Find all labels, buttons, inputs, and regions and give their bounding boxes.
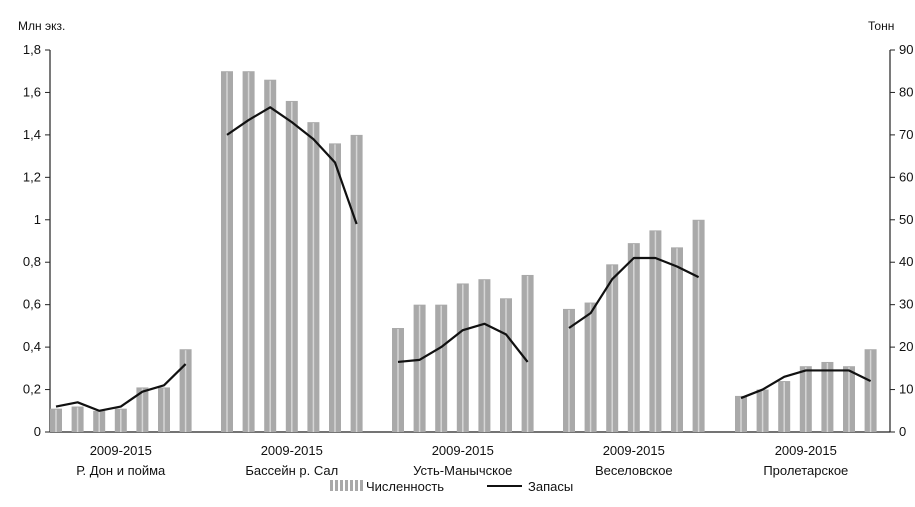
stock-line — [568, 256, 700, 329]
legend-swatch-stripe — [350, 480, 353, 491]
group-name-label: Бассейн р. Сал — [245, 463, 338, 478]
left-tick-label: 1,4 — [23, 127, 41, 142]
group-years-label: 2009-2015 — [261, 443, 323, 458]
legend-bar-swatch — [330, 480, 363, 491]
legend-swatch-stripe — [360, 480, 363, 491]
left-axis-unit: Млн экз. — [18, 19, 65, 33]
stock-line — [397, 322, 529, 364]
group-name-label: Пролетарское — [763, 463, 848, 478]
stock-lines — [55, 106, 872, 412]
left-tick-label: 0 — [34, 424, 41, 439]
right-axis-unit: Тонн — [868, 19, 894, 33]
legend-line-label: Запасы — [528, 479, 573, 494]
stock-line — [226, 106, 358, 225]
group-name-label: Р. Дон и пойма — [76, 463, 166, 478]
group-name-label: Усть-Манычское — [413, 463, 512, 478]
legend-swatch-stripe — [345, 480, 348, 491]
right-tick-label: 50 — [899, 212, 913, 227]
left-tick-label: 0,4 — [23, 339, 41, 354]
legend-swatch-stripe — [355, 480, 358, 491]
right-tick-label: 60 — [899, 169, 913, 184]
right-tick-label: 10 — [899, 382, 913, 397]
group-years-label: 2009-2015 — [90, 443, 152, 458]
legend-item-line: Запасы — [487, 479, 573, 494]
left-tick-label: 1,8 — [23, 42, 41, 57]
left-tick-label: 0,6 — [23, 297, 41, 312]
legend-swatch-stripe — [335, 480, 338, 491]
right-tick-label: 0 — [899, 424, 906, 439]
group-years-label: 2009-2015 — [432, 443, 494, 458]
right-tick-label: 30 — [899, 297, 913, 312]
group-name-label: Веселовское — [595, 463, 673, 478]
right-tick-label: 80 — [899, 84, 913, 99]
left-tick-label: 1 — [34, 212, 41, 227]
group-years-label: 2009-2015 — [603, 443, 665, 458]
legend: Численность Запасы — [330, 479, 573, 494]
legend-bar-label: Численность — [366, 479, 444, 494]
legend-item-bar: Численность — [330, 479, 444, 494]
legend-swatch-stripe — [340, 480, 343, 491]
right-tick-label: 90 — [899, 42, 913, 57]
left-tick-label: 1,6 — [23, 84, 41, 99]
left-tick-label: 0,8 — [23, 254, 41, 269]
group-years-label: 2009-2015 — [775, 443, 837, 458]
stock-line — [740, 369, 872, 400]
left-tick-label: 0,2 — [23, 382, 41, 397]
left-tick-label: 1,2 — [23, 169, 41, 184]
group-labels: 2009-2015 Р. Дон и пойма 2009-2015 Бассейн … — [76, 443, 848, 478]
right-tick-label: 20 — [899, 339, 913, 354]
bars — [50, 71, 877, 433]
stock-line — [55, 363, 187, 412]
legend-swatch-stripe — [330, 480, 333, 491]
right-tick-label: 70 — [899, 127, 913, 142]
right-tick-label: 40 — [899, 254, 913, 269]
